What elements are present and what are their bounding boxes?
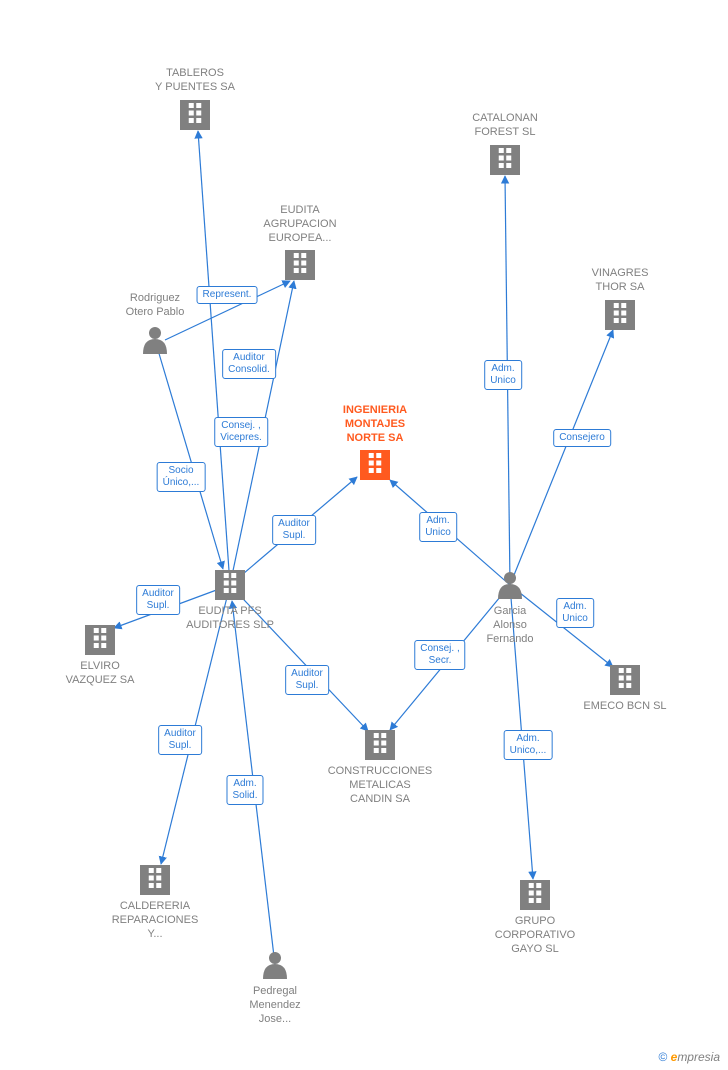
node-label-rodriguez: Rodriguez Otero Pablo	[95, 292, 215, 320]
node-label-eudita_agr: EUDITA AGRUPACION EUROPEA...	[240, 204, 360, 245]
building-icon-eudita_pfs[interactable]	[215, 570, 245, 600]
building-icon-catalonan[interactable]	[490, 145, 520, 175]
edge-garcia-vinagres	[510, 330, 613, 585]
building-icon-grupo[interactable]	[520, 880, 550, 910]
node-label-catalonan: CATALONAN FOREST SL	[445, 112, 565, 140]
node-label-garcia: Garcia Alonso Fernando	[450, 605, 570, 646]
node-label-pedregal: Pedregal Menendez Jose...	[215, 985, 335, 1026]
building-icon-ingenieria[interactable]	[360, 450, 390, 480]
edge-label-eudita_pfs-ingenieria: Auditor Supl.	[272, 515, 316, 545]
node-label-construc: CONSTRUCCIONES METALICAS CANDIN SA	[320, 765, 440, 806]
building-icon-construc[interactable]	[365, 730, 395, 760]
building-icon-elviro[interactable]	[85, 625, 115, 655]
edge-label-eudita_pfs-calder: Auditor Supl.	[158, 725, 202, 755]
edge-label-rodriguez-eudita_agr: Consej. , Vicepres.	[214, 417, 268, 447]
node-label-calder: CALDERERIA REPARACIONES Y...	[95, 900, 215, 941]
edge-label-garcia-ingenieria: Adm. Unico	[419, 512, 457, 542]
node-label-vinagres: VINAGRES THOR SA	[560, 267, 680, 295]
edge-label-rodriguez-eudita_pfs: Socio Único,...	[157, 462, 206, 492]
edge-label-eudita_pfs-eudita_agr: Auditor Consolid.	[222, 349, 276, 379]
edge-label-pedregal-eudita_pfs: Adm. Solid.	[226, 775, 263, 805]
building-icon-eudita_agr[interactable]	[285, 250, 315, 280]
copyright-symbol: ©	[658, 1050, 667, 1064]
person-icon-garcia[interactable]	[498, 572, 522, 599]
node-label-eudita_pfs: EUDITA PFS AUDITORES SLP	[170, 605, 290, 633]
node-label-grupo: GRUPO CORPORATIVO GAYO SL	[475, 915, 595, 956]
building-icon-calder[interactable]	[140, 865, 170, 895]
building-icon-tableros[interactable]	[180, 100, 210, 130]
node-label-emeco: EMECO BCN SL	[565, 700, 685, 714]
edge-rodriguez-eudita_pfs	[155, 340, 223, 569]
node-label-tableros: TABLEROS Y PUENTES SA	[135, 67, 255, 95]
edge-label-garcia-vinagres: Consejero	[553, 429, 611, 447]
building-icon-vinagres[interactable]	[605, 300, 635, 330]
node-label-elviro: ELVIRO VAZQUEZ SA	[40, 660, 160, 688]
footer-credit: © empresia	[658, 1050, 720, 1064]
brand-rest: mpresia	[677, 1050, 720, 1064]
node-label-ingenieria: INGENIERIA MONTAJES NORTE SA	[315, 404, 435, 445]
edge-label-garcia-grupo: Adm. Unico,...	[504, 730, 553, 760]
edge-label-garcia-catalonan: Adm. Unico	[484, 360, 522, 390]
edge-label-eudita_pfs-construc: Auditor Supl.	[285, 665, 329, 695]
person-icon-pedregal[interactable]	[263, 952, 287, 979]
person-icon-rodriguez[interactable]	[143, 327, 167, 354]
building-icon-emeco[interactable]	[610, 665, 640, 695]
